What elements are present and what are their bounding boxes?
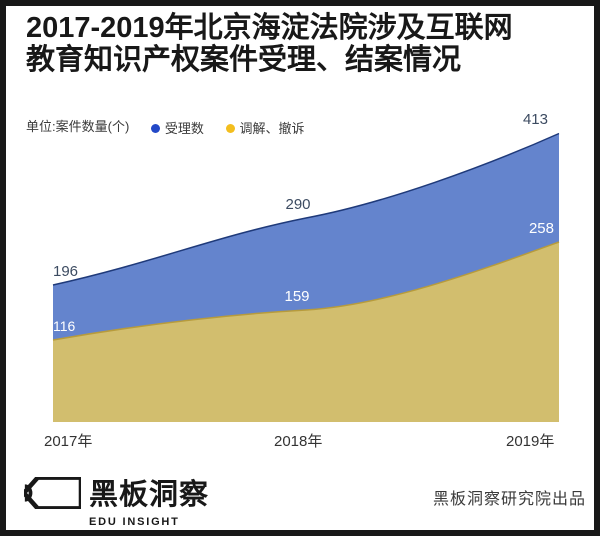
svg-text:258: 258 (529, 220, 554, 237)
svg-text:116: 116 (53, 318, 76, 334)
svg-text:290: 290 (285, 196, 310, 213)
svg-text:413: 413 (523, 111, 548, 128)
svg-text:196: 196 (53, 263, 78, 280)
svg-text:159: 159 (284, 288, 309, 305)
